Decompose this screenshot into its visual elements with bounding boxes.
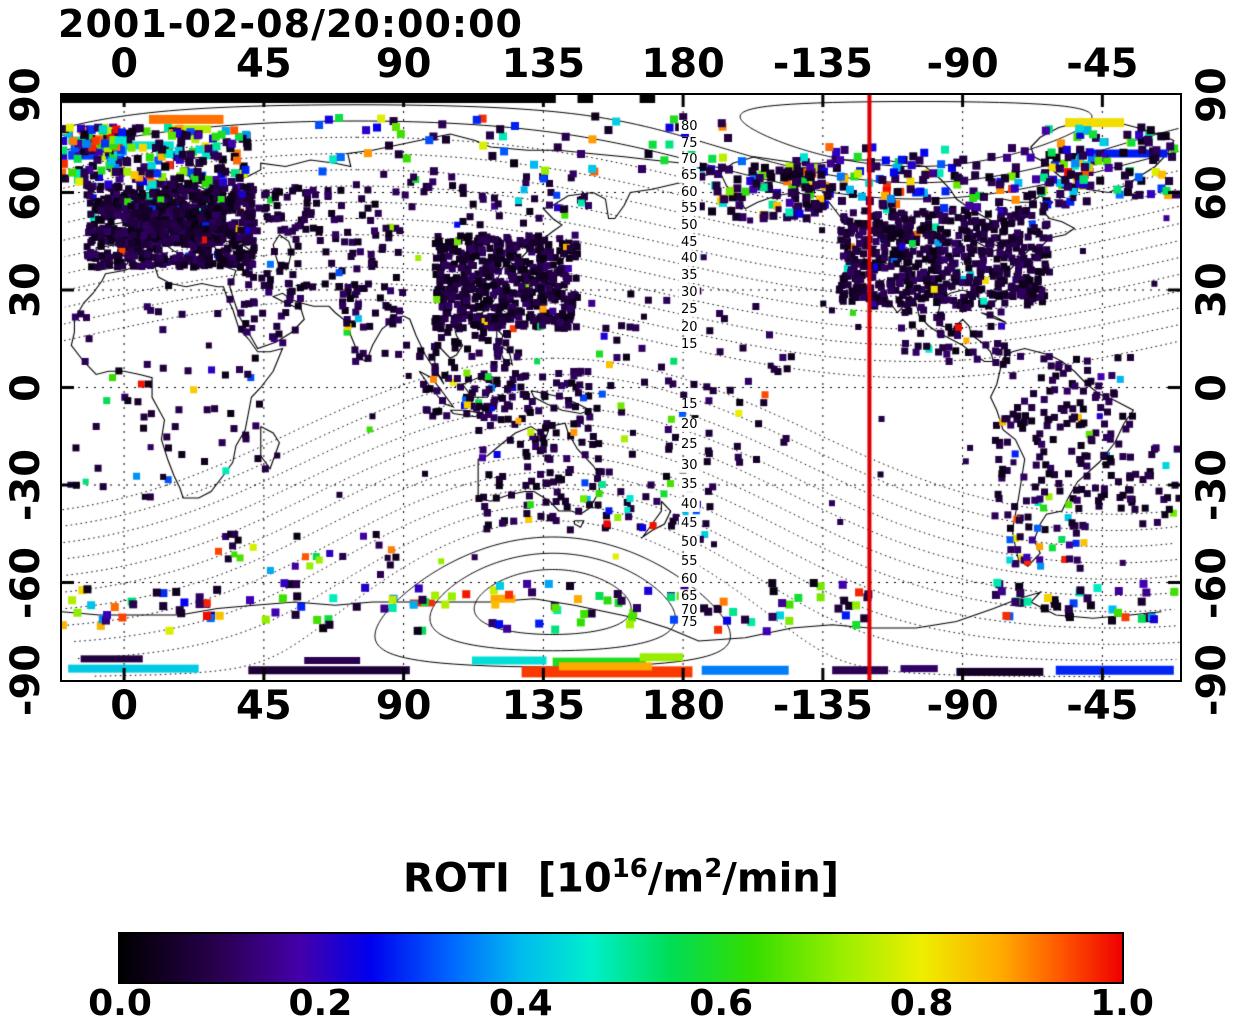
contour-label: 80 xyxy=(679,118,700,134)
contour-label: 35 xyxy=(679,267,700,284)
contour-label: 30 xyxy=(679,457,700,473)
contour-label: 75 xyxy=(679,615,700,631)
colorbar-tick-label: 0.2 xyxy=(288,983,353,1024)
contour-label: 75 xyxy=(679,135,700,152)
map-canvas xyxy=(62,95,1180,680)
top-axis-tick-label: -45 xyxy=(1066,41,1139,87)
contour-label: 70 xyxy=(679,151,700,168)
contour-label: 60 xyxy=(679,184,700,201)
left-axis-tick-label: 60 xyxy=(3,164,49,221)
colorbar xyxy=(118,932,1124,984)
contour-label: 65 xyxy=(679,588,700,604)
bottom-axis-tick-label: 180 xyxy=(641,683,725,729)
right-axis-tick-label: 60 xyxy=(1189,164,1235,221)
colorbar-title-exponent2: 2 xyxy=(704,854,723,884)
contour-label: 35 xyxy=(679,476,700,493)
contour-label: 25 xyxy=(679,301,700,318)
top-axis-tick-label: -90 xyxy=(926,41,999,87)
top-axis-tick-label: 45 xyxy=(236,41,292,87)
right-axis-tick-label: -30 xyxy=(1189,448,1235,522)
right-axis-tick-label: -90 xyxy=(1189,643,1235,717)
contour-label: 55 xyxy=(679,200,700,217)
top-axis-tick-label: 180 xyxy=(641,41,725,87)
plot-title: 2001-02-08/20:00:00 xyxy=(58,2,523,46)
right-axis-tick-label: 0 xyxy=(1189,373,1235,402)
bottom-axis-tick-label: 0 xyxy=(110,683,139,729)
colorbar-title-exponent: 16 xyxy=(611,854,648,884)
map-frame xyxy=(60,93,1182,682)
colorbar-title-mid: /m xyxy=(647,855,705,902)
top-axis-tick-label: 0 xyxy=(110,41,139,87)
contour-label: 60 xyxy=(679,571,700,588)
bottom-axis-tick-label: -90 xyxy=(926,683,999,729)
colorbar-title: ROTI [1016/m2/min] xyxy=(403,854,839,901)
contour-label: 45 xyxy=(679,515,700,532)
right-axis-tick-label: -60 xyxy=(1189,546,1235,619)
left-axis-tick-label: 0 xyxy=(3,373,49,402)
top-axis-tick-label: 90 xyxy=(375,41,432,87)
colorbar-title-prefix: ROTI [10 xyxy=(402,855,612,902)
bottom-axis-tick-label: 135 xyxy=(501,683,586,729)
contour-label: 45 xyxy=(679,234,700,251)
bottom-axis-tick-label: -45 xyxy=(1066,683,1139,729)
top-axis-tick-label: 135 xyxy=(501,41,586,87)
left-axis-tick-label: 30 xyxy=(3,262,49,318)
right-axis-tick-label: 90 xyxy=(1189,67,1235,123)
contour-label: 65 xyxy=(679,167,700,184)
colorbar-tick-label: 1.0 xyxy=(1090,983,1154,1024)
contour-label: 20 xyxy=(679,417,700,433)
colorbar-tick-label: 0.8 xyxy=(889,983,954,1024)
bottom-axis-tick-label: -135 xyxy=(772,683,873,729)
contour-label: 40 xyxy=(679,496,700,512)
right-axis-tick-label: 30 xyxy=(1189,262,1235,318)
contour-label: 25 xyxy=(679,437,700,453)
contour-label: 30 xyxy=(679,284,700,301)
contour-label: 70 xyxy=(679,602,700,619)
contour-label: 15 xyxy=(679,336,700,353)
colorbar-tick-label: 0.0 xyxy=(88,983,152,1024)
contour-label: 50 xyxy=(679,217,700,234)
left-axis-tick-label: -30 xyxy=(3,448,49,522)
left-axis-tick-label: 90 xyxy=(3,67,49,123)
top-axis-tick-label: -135 xyxy=(772,41,873,87)
colorbar-title-suffix: /min] xyxy=(722,855,840,902)
left-axis-tick-label: -60 xyxy=(3,546,49,619)
left-axis-tick-label: -90 xyxy=(3,643,49,717)
contour-label: 55 xyxy=(679,553,700,569)
contour-label: 50 xyxy=(679,534,700,550)
bottom-axis-tick-label: 90 xyxy=(375,683,432,729)
contour-label: 20 xyxy=(679,319,700,336)
contour-label: 15 xyxy=(679,396,700,413)
colorbar-tick-label: 0.6 xyxy=(689,983,754,1024)
bottom-axis-tick-label: 45 xyxy=(236,683,292,729)
colorbar-tick-label: 0.4 xyxy=(488,983,553,1024)
contour-label: 40 xyxy=(679,250,700,267)
